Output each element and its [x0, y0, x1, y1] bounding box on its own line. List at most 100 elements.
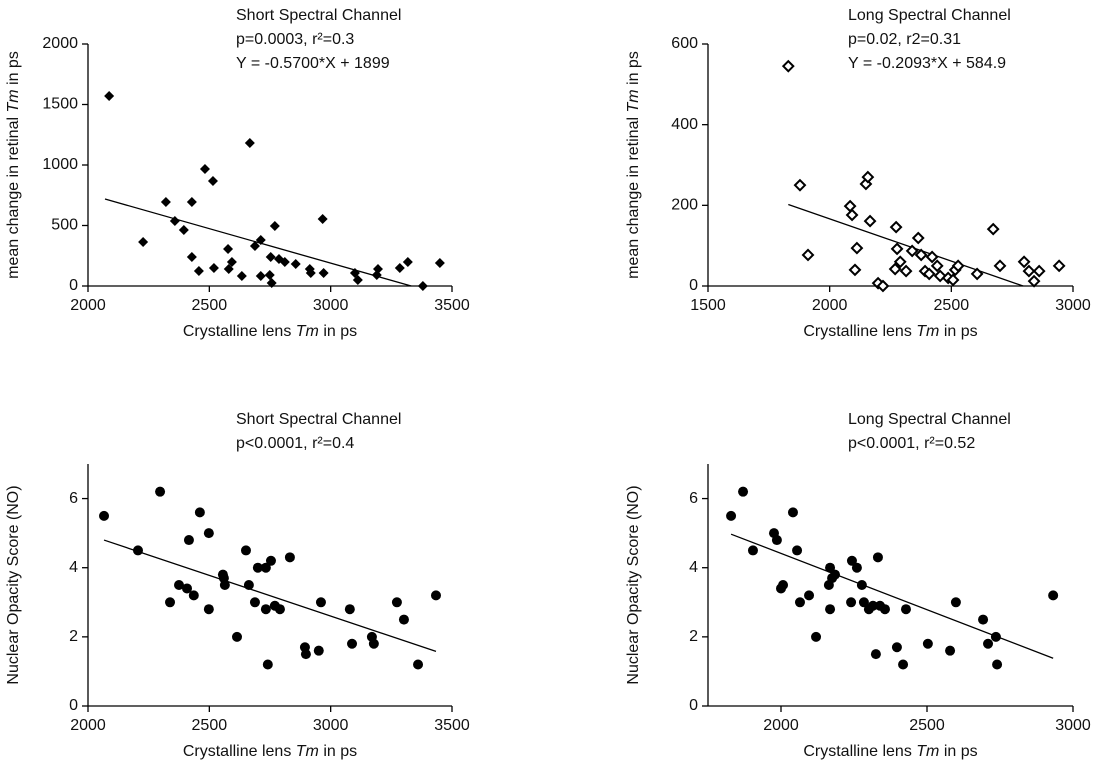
point — [269, 220, 280, 231]
point — [194, 507, 205, 518]
point — [178, 224, 189, 235]
x-axis-label-part: Crystalline lens — [183, 743, 296, 760]
point — [434, 258, 445, 269]
point — [811, 631, 822, 642]
point — [911, 231, 925, 245]
point — [793, 178, 807, 192]
point — [236, 270, 247, 281]
y-tick-label: 400 — [671, 116, 698, 133]
point — [778, 580, 789, 590]
x-tick-label: 3000 — [1055, 717, 1091, 734]
point — [274, 604, 285, 615]
point — [318, 268, 329, 279]
point — [879, 604, 890, 615]
panel: Long Spectral Channel p=0.02, r2=0.31 Y = … — [625, 7, 1091, 340]
point — [264, 269, 275, 280]
point — [183, 535, 194, 546]
point — [279, 257, 290, 268]
y-tick-label: 2 — [689, 628, 698, 645]
point — [219, 580, 230, 590]
point — [863, 214, 877, 228]
point — [398, 614, 409, 625]
point — [372, 264, 383, 275]
point — [872, 552, 883, 563]
y-tick-label: 1500 — [42, 96, 78, 113]
point — [845, 208, 859, 222]
point — [951, 259, 965, 273]
y-tick-label: 0 — [689, 697, 698, 714]
point — [104, 91, 115, 102]
point — [284, 552, 295, 563]
y-axis-label-part: Tm — [625, 89, 642, 112]
point — [945, 645, 956, 656]
y-tick-label: 6 — [69, 490, 78, 507]
point — [867, 600, 878, 611]
point — [260, 562, 271, 573]
x-tick-label: 2500 — [192, 297, 228, 314]
point — [394, 262, 405, 273]
point — [165, 597, 176, 608]
point — [792, 545, 803, 556]
point — [1017, 255, 1031, 269]
point — [747, 545, 758, 556]
point — [889, 220, 903, 234]
point — [203, 528, 214, 539]
x-tick-label: 2500 — [934, 297, 970, 314]
x-axis-label: Crystalline lens Tm in ps — [803, 323, 977, 340]
chart-title: p<0.0001, r²=0.52 — [848, 435, 975, 452]
x-tick-label: 2000 — [763, 717, 799, 734]
point — [992, 659, 1003, 670]
point — [255, 270, 266, 281]
point — [876, 279, 890, 293]
point — [1048, 590, 1059, 601]
point — [825, 604, 836, 615]
point — [898, 659, 909, 670]
y-axis-label: Nuclear Opacity Score (NO) — [5, 485, 22, 684]
x-axis-label-part: Tm — [296, 323, 319, 340]
point — [193, 265, 204, 276]
point — [922, 638, 933, 649]
x-tick-label: 3000 — [313, 717, 349, 734]
point — [726, 510, 737, 521]
trend-line — [103, 539, 437, 652]
point — [900, 604, 911, 615]
point — [155, 486, 166, 497]
point — [430, 590, 441, 601]
x-tick-label: 2000 — [812, 297, 848, 314]
y-tick-label: 4 — [689, 559, 698, 576]
panel: Short Spectral Channel p<0.0001, r²=0.4 0 2… — [5, 411, 470, 760]
point — [160, 197, 171, 208]
x-tick-label: 2000 — [70, 717, 106, 734]
point — [846, 597, 857, 608]
chart-title: Y = -0.2093*X + 584.9 — [848, 55, 1006, 72]
y-tick-label: 1000 — [42, 156, 78, 173]
point — [933, 269, 947, 283]
point — [186, 197, 197, 208]
point — [738, 486, 749, 497]
point — [313, 645, 324, 656]
point — [801, 248, 815, 262]
panel: Short Spectral Channel p=0.0003, r²=0.3 Y … — [5, 7, 470, 340]
chart-title: p=0.02, r2=0.31 — [848, 31, 961, 48]
x-axis-label-part: in ps — [939, 323, 977, 340]
panel: Long Spectral Channel p<0.0001, r²=0.52 0 2… — [625, 411, 1091, 760]
point — [970, 267, 984, 281]
x-axis-label-part: Tm — [296, 743, 319, 760]
y-axis-label-part: Tm — [5, 89, 22, 112]
point — [182, 583, 193, 594]
x-axis-label-part: in ps — [319, 743, 357, 760]
x-tick-label: 3500 — [434, 717, 470, 734]
point — [223, 243, 234, 254]
y-axis-label: mean change in retinal Tm in ps — [625, 51, 642, 279]
point — [851, 562, 862, 573]
point — [1032, 264, 1046, 278]
point — [290, 258, 301, 269]
chart-title: Long Spectral Channel — [848, 7, 1011, 24]
point — [978, 614, 989, 625]
point — [240, 545, 251, 556]
point — [188, 590, 199, 601]
x-axis-label: Crystalline lens Tm in ps — [183, 323, 357, 340]
point — [138, 236, 149, 247]
point — [1027, 274, 1041, 288]
